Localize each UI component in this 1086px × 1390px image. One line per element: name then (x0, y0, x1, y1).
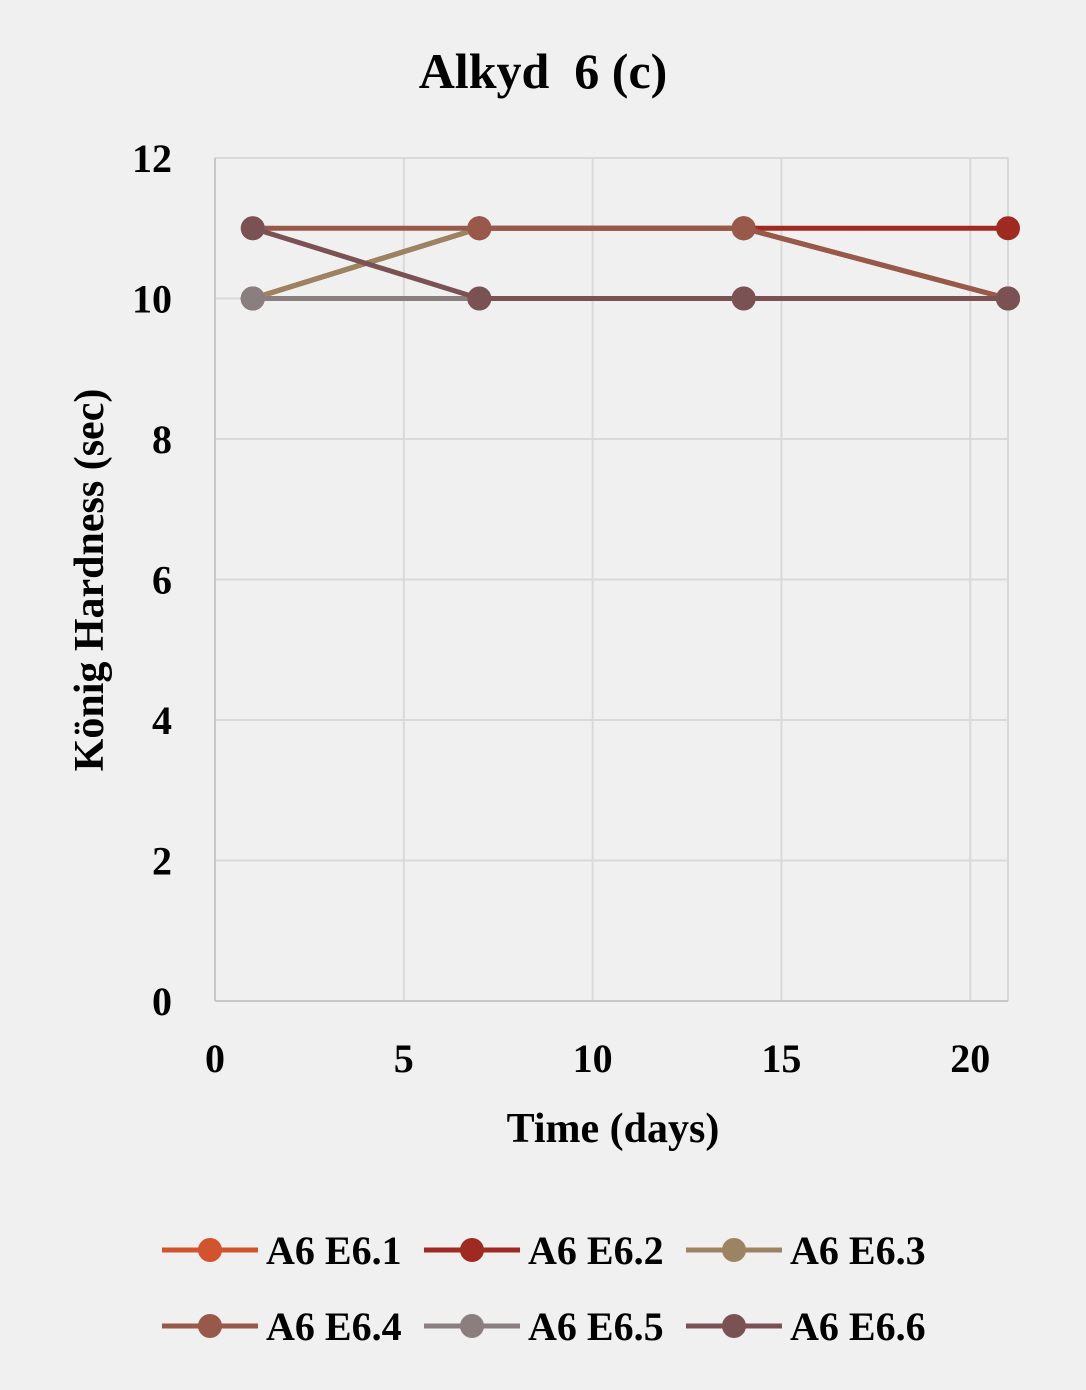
x-tick-label: 10 (573, 1036, 613, 1081)
x-tick-label: 15 (761, 1036, 801, 1081)
legend-item: A6 E6.5 (424, 1304, 664, 1349)
data-point (240, 216, 265, 241)
legend-item: A6 E6.4 (162, 1304, 402, 1349)
legend-swatch-marker (460, 1238, 484, 1262)
legend-label: A6 E6.4 (266, 1304, 402, 1349)
y-tick-label: 2 (152, 839, 172, 884)
legend-swatch-marker (198, 1314, 222, 1338)
data-point (996, 216, 1020, 241)
series-6 (240, 216, 1020, 311)
y-tick-label: 12 (132, 136, 172, 181)
y-tick-label: 0 (152, 979, 172, 1024)
legend-item: A6 E6.1 (162, 1228, 402, 1273)
legend-item: A6 E6.6 (686, 1304, 926, 1349)
data-point (731, 216, 756, 241)
legend-swatch-marker (722, 1238, 746, 1262)
chart-title: Alkyd 6 (c) (419, 43, 668, 99)
legend-swatch-marker (198, 1238, 222, 1262)
legend-item: A6 E6.3 (686, 1228, 926, 1273)
legend-label: A6 E6.2 (528, 1228, 664, 1273)
legend-label: A6 E6.6 (790, 1304, 926, 1349)
legend: A6 E6.1 A6 E6.2 A6 E6.3 A6 E6.4 A6 E6.5 A6 E6… (162, 1228, 926, 1349)
legend-label: A6 E6.5 (528, 1304, 664, 1349)
data-point (467, 286, 492, 311)
x-tick-label: 20 (950, 1036, 990, 1081)
legend-label: A6 E6.3 (790, 1228, 926, 1273)
y-axis-label: König Hardness (sec) (67, 389, 113, 772)
series (240, 216, 1020, 311)
tick-labels: 0 2 4 6 8 10 12 0 5 10 15 20 (132, 136, 990, 1081)
y-tick-label: 8 (152, 417, 172, 462)
data-point (731, 286, 756, 311)
axes (214, 158, 1008, 1002)
y-tick-label: 10 (132, 277, 172, 322)
legend-label: A6 E6.1 (266, 1228, 402, 1273)
y-tick-label: 6 (152, 558, 172, 603)
x-tick-label: 5 (394, 1036, 414, 1081)
data-point (240, 286, 265, 311)
series-line (252, 225, 1008, 301)
legend-swatch-marker (460, 1314, 484, 1338)
y-tick-label: 4 (152, 698, 172, 743)
series-line (252, 225, 1009, 301)
legend-item: A6 E6.2 (424, 1228, 664, 1273)
x-tick-label: 0 (205, 1036, 225, 1081)
data-point (996, 286, 1020, 311)
grid (214, 157, 1009, 1002)
data-point (467, 216, 492, 241)
x-axis-label: Time (days) (507, 1106, 720, 1152)
legend-swatch-marker (722, 1314, 746, 1338)
